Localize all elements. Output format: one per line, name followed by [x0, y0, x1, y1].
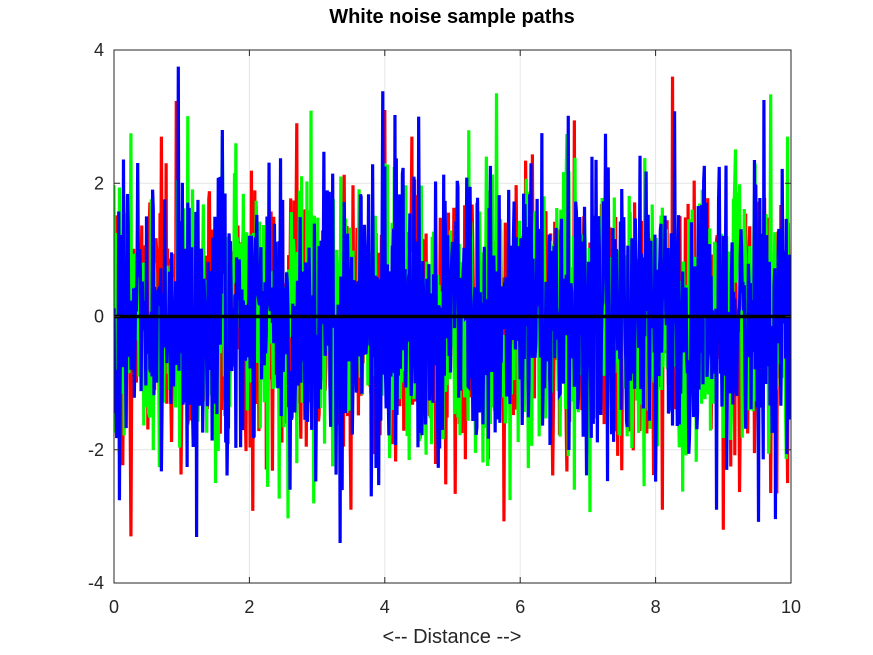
- series-line-3: [114, 66, 791, 544]
- x-tick-label: 8: [651, 597, 661, 617]
- y-tick-label: 0: [94, 307, 104, 327]
- x-tick-label: 6: [515, 597, 525, 617]
- axis-ticks: 0 2 4 6 8 10 -4 -2 0 2 4: [88, 40, 801, 617]
- series-layer: [114, 66, 791, 544]
- y-tick-label: -2: [88, 440, 104, 460]
- y-tick-label: -4: [88, 573, 104, 593]
- x-axis-label: <-- Distance -->: [383, 626, 522, 648]
- y-tick-label: 2: [94, 173, 104, 193]
- x-tick-label: 0: [109, 597, 119, 617]
- y-tick-label: 4: [94, 40, 104, 60]
- x-tick-label: 2: [244, 597, 254, 617]
- chart-title: White noise sample paths: [329, 6, 575, 28]
- x-tick-label: 4: [380, 597, 390, 617]
- x-tick-label: 10: [781, 597, 801, 617]
